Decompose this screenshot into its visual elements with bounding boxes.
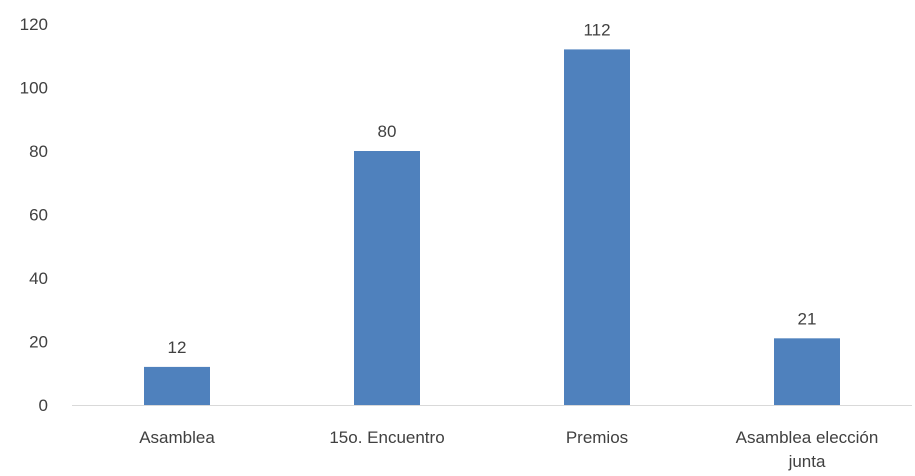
y-axis-ticks: 0 20 40 60 80 100 120 xyxy=(20,15,48,415)
x-tick-label: Premios xyxy=(566,428,628,447)
bar xyxy=(564,49,630,406)
data-label: 112 xyxy=(583,20,610,39)
y-tick-label: 20 xyxy=(29,333,48,352)
x-tick-label: Asamblea elección xyxy=(736,428,879,447)
y-tick-label: 100 xyxy=(20,79,48,98)
data-label: 80 xyxy=(378,122,397,141)
x-tick-label: Asamblea xyxy=(139,428,215,447)
category-labels: Asamblea 15o. Encuentro Premios Asamblea el… xyxy=(139,428,878,471)
x-tick-label: 15o. Encuentro xyxy=(329,428,444,447)
y-tick-label: 120 xyxy=(20,15,48,34)
bar xyxy=(774,338,840,405)
data-labels: 12 80 112 21 xyxy=(168,20,817,357)
y-tick-label: 60 xyxy=(29,206,48,225)
y-tick-label: 40 xyxy=(29,269,48,288)
y-tick-label: 80 xyxy=(29,142,48,161)
x-tick-label: junta xyxy=(788,452,826,471)
bars xyxy=(144,49,840,406)
bar xyxy=(144,366,210,405)
data-label: 12 xyxy=(168,338,187,357)
bar xyxy=(354,151,420,405)
y-tick-label: 0 xyxy=(39,396,48,415)
data-label: 21 xyxy=(798,309,817,328)
